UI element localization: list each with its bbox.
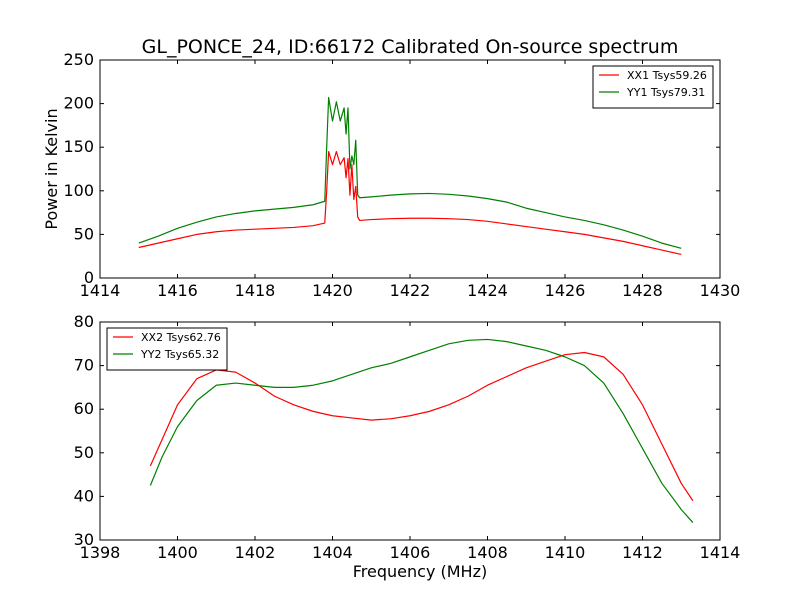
x-tick-label: 1428 (622, 281, 663, 300)
x-tick-label: 1402 (235, 543, 276, 562)
x-tick-label: 1404 (312, 543, 353, 562)
x-tick-label: 1398 (80, 543, 121, 562)
legend-box (592, 65, 714, 109)
legend-entry: XX1 Tsys59.26 (627, 69, 707, 82)
x-tick-label: 1414 (700, 543, 741, 562)
x-tick-label: 1424 (467, 281, 508, 300)
y-axis-label: Power in Kelvin (42, 108, 61, 229)
legend-entry: YY1 Tsys79.31 (626, 86, 705, 99)
y-tick-label: 0 (84, 268, 94, 287)
series-line-xx1 (138, 150, 682, 256)
x-tick-label: 1418 (235, 281, 276, 300)
y-tick-label: 80 (74, 312, 94, 331)
y-tick-label: 30 (74, 530, 94, 549)
y-tick-label: 200 (63, 94, 94, 113)
legend-entry: XX2 Tsys62.76 (141, 331, 221, 344)
y-tick-label: 250 (63, 50, 94, 69)
series-line-yy1 (138, 96, 682, 249)
y-tick-label: 50 (74, 443, 94, 462)
legend: XX1 Tsys59.26 YY1 Tsys79.31 (592, 65, 714, 109)
legend: XX2 Tsys62.76 YY2 Tsys65.32 (106, 327, 228, 371)
figure-title: GL_PONCE_24, ID:66172 Calibrated On-sour… (142, 36, 679, 58)
x-tick-label: 1426 (545, 281, 586, 300)
y-tick-label: 70 (74, 356, 94, 375)
x-tick-label: 1400 (157, 543, 198, 562)
x-tick-label: 1406 (390, 543, 431, 562)
x-tick-label: 1416 (157, 281, 198, 300)
legend-box (106, 327, 228, 371)
x-tick-label: 1420 (312, 281, 353, 300)
x-tick-label: 1410 (545, 543, 586, 562)
x-tick-label: 1414 (80, 281, 121, 300)
legend-entry: YY2 Tsys65.32 (140, 348, 219, 361)
series-line-xx2 (149, 351, 694, 502)
y-tick-label: 60 (74, 399, 94, 418)
y-tick-label: 100 (63, 181, 94, 200)
series-line-yy2 (149, 338, 694, 523)
bottom-spectrum-chart: 1398 1400 1402 1404 1406 1408 1410 1412 1414 30 40… (74, 312, 741, 581)
x-tick-label: 1412 (622, 543, 663, 562)
x-tick-label: 1422 (390, 281, 431, 300)
y-tick-label: 150 (63, 137, 94, 156)
x-tick-label: 1408 (467, 543, 508, 562)
y-tick-label: 50 (74, 224, 94, 243)
x-axis-label: Frequency (MHz) (353, 562, 487, 581)
y-tick-label: 40 (74, 486, 94, 505)
top-spectrum-chart: 1414 1416 1418 1420 1422 1424 1426 1428 1430 0 50 1… (42, 50, 740, 300)
x-tick-label: 1430 (700, 281, 741, 300)
